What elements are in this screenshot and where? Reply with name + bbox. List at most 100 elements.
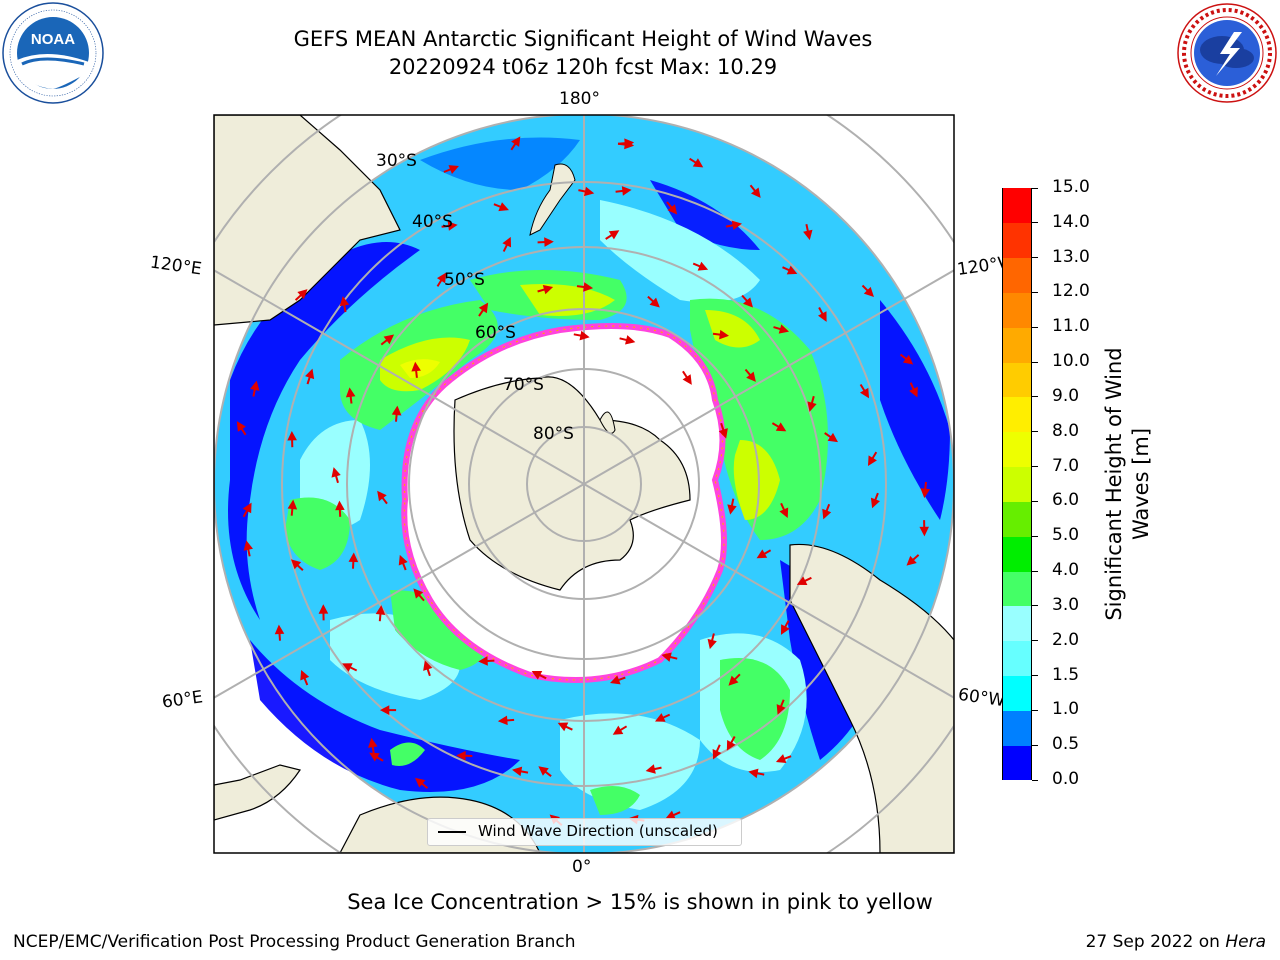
colorbar-segment xyxy=(1003,710,1031,746)
colorbar-tick-label: 5.0 xyxy=(1052,525,1080,546)
wave-vector-head xyxy=(335,500,345,511)
wave-vector-head xyxy=(796,576,808,586)
wave-vector-head xyxy=(379,705,390,715)
map-legend: Wind Wave Direction (unscaled) xyxy=(427,818,742,846)
wave-vector-head xyxy=(511,136,521,147)
wave-vector-head xyxy=(383,334,395,345)
colorbar-tick xyxy=(1032,187,1038,189)
colorbar-tick xyxy=(1032,326,1038,328)
sea-ice-note: Sea Ice Concentration > 15% is shown in … xyxy=(347,890,933,914)
colorbar-segment xyxy=(1003,571,1031,607)
colorbar-tick-label: 7.0 xyxy=(1052,455,1080,476)
colorbar-tick xyxy=(1032,466,1038,468)
wave-vector-head xyxy=(544,237,554,247)
wave-vector-head xyxy=(297,289,308,300)
colorbar-tick-label: 14.0 xyxy=(1052,211,1090,232)
colorbar-segment xyxy=(1003,501,1031,537)
legend-line-swatch xyxy=(438,831,466,833)
wave-vector-head xyxy=(775,754,787,764)
wave-vector-head xyxy=(902,354,914,365)
wave-vector-head xyxy=(318,604,329,614)
lat-label-70s: 70°S xyxy=(503,375,544,395)
wave-vector-head xyxy=(339,296,350,307)
colorbar-tick xyxy=(1032,257,1038,259)
wave-vector-head xyxy=(786,265,798,275)
wave-vector-head xyxy=(610,675,621,685)
wave-vector-head xyxy=(731,220,742,230)
wave-vector-head xyxy=(478,302,489,314)
colorbar-title-line2: Waves [m] xyxy=(1129,427,1153,541)
lon-label-0: 0° xyxy=(572,857,592,877)
wave-vector-head xyxy=(863,286,874,297)
colorbar-segment xyxy=(1003,327,1031,363)
lon-label-180: 180° xyxy=(559,89,600,109)
wave-vector-head xyxy=(287,431,297,441)
colorbar-segment xyxy=(1003,257,1031,293)
colorbar-tick xyxy=(1032,361,1038,363)
wave-vector-head xyxy=(649,297,660,308)
noaa-logo-text: NOAA xyxy=(31,31,75,48)
wave-vector-head xyxy=(827,432,839,443)
wave-vector-head xyxy=(624,138,635,149)
colorbar-segment xyxy=(1003,292,1031,328)
wave-vector-head xyxy=(512,766,523,777)
wave-vector-head xyxy=(411,361,421,372)
wave-vector-head xyxy=(751,187,761,198)
credit-branch: NCEP/EMC/Verification Post Processing Pr… xyxy=(13,932,576,952)
wave-vector-head xyxy=(305,368,315,380)
wave-vector-head xyxy=(398,554,408,566)
colorbar-title: Significant Height of Wind Waves [m] xyxy=(1101,347,1155,620)
wave-vector-head xyxy=(413,588,424,599)
lat-label-30s: 30°S xyxy=(376,151,417,171)
colorbar-tick xyxy=(1032,709,1038,711)
colorbar-tick-label: 0.5 xyxy=(1052,734,1080,755)
lat-label-40s: 40°S xyxy=(412,212,453,232)
wave-vector-head xyxy=(645,764,656,774)
colorbar-tick xyxy=(1032,396,1038,398)
wave-vector-head xyxy=(538,766,549,776)
wave-vector-head xyxy=(822,508,832,520)
lat-label-80s: 80°S xyxy=(533,424,574,444)
wave-vector-head xyxy=(290,559,302,570)
legend-label: Wind Wave Direction (unscaled) xyxy=(478,822,718,840)
wave-vector-head xyxy=(531,671,543,680)
wave-vector-head xyxy=(803,229,813,241)
colorbar-tick-label: 6.0 xyxy=(1052,490,1080,511)
wave-vector-head xyxy=(447,221,458,231)
wave-vector-head xyxy=(780,624,790,635)
wave-vector-head xyxy=(919,526,929,537)
wave-vector-head xyxy=(718,428,728,439)
colorbar-tick-label: 0.0 xyxy=(1052,769,1080,789)
wave-vector-head xyxy=(712,749,722,760)
colorbar-segment xyxy=(1003,188,1031,224)
wave-vector-head xyxy=(906,555,917,566)
colorbar-tick-label: 9.0 xyxy=(1052,385,1080,406)
wave-vector-head xyxy=(920,488,931,499)
wave-vector-head xyxy=(583,186,595,197)
colorbar-segment xyxy=(1003,431,1031,468)
lat-label-60s: 60°S xyxy=(475,323,516,343)
wave-vector-head xyxy=(859,387,870,399)
wave-vector-head xyxy=(502,236,512,248)
wave-vector-head xyxy=(498,202,509,212)
wave-vector-head xyxy=(348,552,359,563)
wave-vector-head xyxy=(242,502,252,514)
colorbar xyxy=(1002,188,1032,781)
wave-vector-head xyxy=(274,624,285,635)
wave-vector-head xyxy=(756,549,768,559)
wave-vector-head xyxy=(621,186,632,196)
colorbar-segment xyxy=(1003,396,1031,433)
colorbar-tick-label: 10.0 xyxy=(1052,351,1090,372)
wave-vector-head xyxy=(243,540,253,551)
wave-vector-head xyxy=(779,507,789,519)
wave-vector-head xyxy=(542,285,554,295)
wave-vector-head xyxy=(478,656,488,666)
wave-vector-head xyxy=(728,675,739,686)
colorbar-tick-label: 15.0 xyxy=(1052,177,1090,197)
wave-vector-head xyxy=(436,272,447,284)
wave-vector-head xyxy=(608,230,620,240)
wave-vector-head xyxy=(867,455,877,466)
wave-vector-head xyxy=(423,660,433,671)
wave-vector-head xyxy=(692,158,704,168)
